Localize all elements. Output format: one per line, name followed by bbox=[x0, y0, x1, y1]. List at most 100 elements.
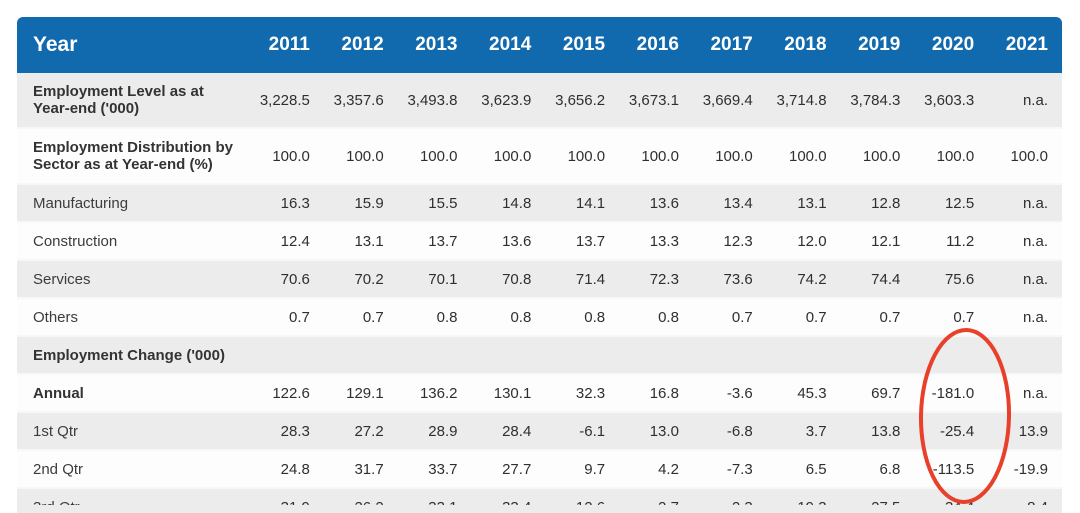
value-cell: 71.4 bbox=[545, 261, 620, 299]
value-cell: -3.6 bbox=[692, 375, 767, 413]
row-label: Services bbox=[17, 261, 251, 299]
value-cell: 13.7 bbox=[397, 223, 472, 261]
value-cell bbox=[840, 337, 915, 375]
value-cell: 122.6 bbox=[250, 375, 324, 413]
value-cell: 73.6 bbox=[692, 261, 767, 299]
value-cell: 28.9 bbox=[397, 413, 472, 451]
value-cell: 0.8 bbox=[471, 299, 546, 337]
row-label: Employment Change ('000) bbox=[17, 337, 251, 375]
value-cell: 16.3 bbox=[250, 185, 324, 223]
value-cell bbox=[250, 337, 324, 375]
value-cell: 13.7 bbox=[545, 223, 620, 261]
value-cell: 0.7 bbox=[692, 299, 767, 337]
value-cell: 31.7 bbox=[323, 451, 398, 489]
value-cell: 0.7 bbox=[323, 299, 398, 337]
table-row: Employment Change ('000) bbox=[17, 337, 1062, 375]
table-row: Employment Level as at Year-end ('000) 3,… bbox=[17, 73, 1062, 129]
value-cell: 27.7 bbox=[471, 451, 546, 489]
value-cell: -19.9 bbox=[988, 451, 1062, 489]
value-cell: -7.3 bbox=[692, 451, 767, 489]
year-header-cell: 2015 bbox=[545, 17, 620, 73]
value-cell: 3,357.6 bbox=[323, 73, 398, 129]
value-cell: 13.6 bbox=[471, 223, 546, 261]
year-header-cell: 2018 bbox=[766, 17, 841, 73]
row-label: Construction bbox=[17, 223, 251, 261]
year-header-cell: 2016 bbox=[619, 17, 693, 73]
table-row: Manufacturing 16.3 15.9 15.5 14.8 14.1 13.6 13.… bbox=[17, 185, 1062, 223]
value-cell: 4.2 bbox=[619, 451, 693, 489]
value-cell: 12.1 bbox=[840, 223, 915, 261]
value-cell: 16.8 bbox=[619, 375, 693, 413]
row-label: Manufacturing bbox=[17, 185, 251, 223]
year-column-header: Year bbox=[17, 17, 251, 73]
value-cell: 13.3 bbox=[619, 223, 693, 261]
value-cell bbox=[471, 337, 546, 375]
value-cell: 45.3 bbox=[766, 375, 841, 413]
value-cell: n.a. bbox=[988, 185, 1062, 223]
value-cell: 13.9 bbox=[988, 413, 1062, 451]
value-cell: 0.7 bbox=[840, 299, 915, 337]
value-cell: 129.1 bbox=[323, 375, 398, 413]
value-cell: 0.8 bbox=[397, 299, 472, 337]
value-cell: 12.0 bbox=[766, 223, 841, 261]
value-cell: 13.8 bbox=[840, 413, 915, 451]
value-cell: 28.3 bbox=[250, 413, 324, 451]
value-cell bbox=[619, 337, 693, 375]
row-label: 1st Qtr bbox=[17, 413, 251, 451]
row-label: Employment Level as at Year-end ('000) bbox=[17, 73, 251, 129]
table-row: Annual 122.6 129.1 136.2 130.1 32.3 16.8 -3.6 45… bbox=[17, 375, 1062, 413]
year-header-cell: 2021 bbox=[988, 17, 1062, 73]
value-cell: 3,784.3 bbox=[840, 73, 915, 129]
value-cell: 28.4 bbox=[471, 413, 546, 451]
value-cell: 100.0 bbox=[545, 129, 620, 185]
table-row: Employment Distribution by Sector as at … bbox=[17, 129, 1062, 185]
value-cell: n.a. bbox=[988, 73, 1062, 129]
table-row: Services 70.6 70.2 70.1 70.8 71.4 72.3 73.6 74.2… bbox=[17, 261, 1062, 299]
row-label: Annual bbox=[17, 375, 251, 413]
value-cell: -6.8 bbox=[692, 413, 767, 451]
employment-statistics-table: Year 2011 2012 2013 2014 2015 2016 2017 2018 201… bbox=[17, 17, 1062, 513]
value-cell: 12.5 bbox=[914, 185, 989, 223]
value-cell: 13.6 bbox=[619, 185, 693, 223]
value-cell: 100.0 bbox=[323, 129, 398, 185]
value-cell: 14.1 bbox=[545, 185, 620, 223]
table-row: 2nd Qtr 24.8 31.7 33.7 27.7 9.7 4.2 -7.3 6.5 6.8-… bbox=[17, 451, 1062, 489]
value-cell: 100.0 bbox=[914, 129, 989, 185]
year-header-cell: 2011 bbox=[250, 17, 324, 73]
table-row: 1st Qtr 28.3 27.2 28.9 28.4 -6.1 13.0 -6.8 3.7 13… bbox=[17, 413, 1062, 451]
row-label: Others bbox=[17, 299, 251, 337]
value-cell: 0.7 bbox=[766, 299, 841, 337]
value-cell: 100.0 bbox=[692, 129, 767, 185]
value-cell: 15.9 bbox=[323, 185, 398, 223]
value-cell: 27.2 bbox=[323, 413, 398, 451]
value-cell: 11.2 bbox=[914, 223, 989, 261]
value-cell: 0.7 bbox=[914, 299, 989, 337]
value-cell bbox=[545, 337, 620, 375]
value-cell: 100.0 bbox=[250, 129, 324, 185]
value-cell: n.a. bbox=[988, 299, 1062, 337]
value-cell: 0.8 bbox=[545, 299, 620, 337]
value-cell bbox=[766, 337, 841, 375]
value-cell: 0.8 bbox=[619, 299, 693, 337]
value-cell: 6.5 bbox=[766, 451, 841, 489]
value-cell: 69.7 bbox=[840, 375, 915, 413]
year-header-cell: 2012 bbox=[323, 17, 398, 73]
value-cell: 13.0 bbox=[619, 413, 693, 451]
value-cell: -113.5 bbox=[914, 451, 989, 489]
value-cell: 100.0 bbox=[471, 129, 546, 185]
row-label: Employment Distribution by Sector as at … bbox=[17, 129, 251, 185]
value-cell: 70.6 bbox=[250, 261, 324, 299]
value-cell: 12.4 bbox=[250, 223, 324, 261]
year-header-cell: 2014 bbox=[471, 17, 546, 73]
year-header-cell: 2019 bbox=[840, 17, 915, 73]
value-cell: 13.4 bbox=[692, 185, 767, 223]
value-cell bbox=[988, 337, 1062, 375]
value-cell: -6.1 bbox=[545, 413, 620, 451]
value-cell: 74.2 bbox=[766, 261, 841, 299]
value-cell: 74.4 bbox=[840, 261, 915, 299]
value-cell: 100.0 bbox=[619, 129, 693, 185]
value-cell bbox=[397, 337, 472, 375]
partial-next-row bbox=[17, 505, 1062, 513]
year-header-cell: 2020 bbox=[914, 17, 989, 73]
value-cell: n.a. bbox=[988, 261, 1062, 299]
